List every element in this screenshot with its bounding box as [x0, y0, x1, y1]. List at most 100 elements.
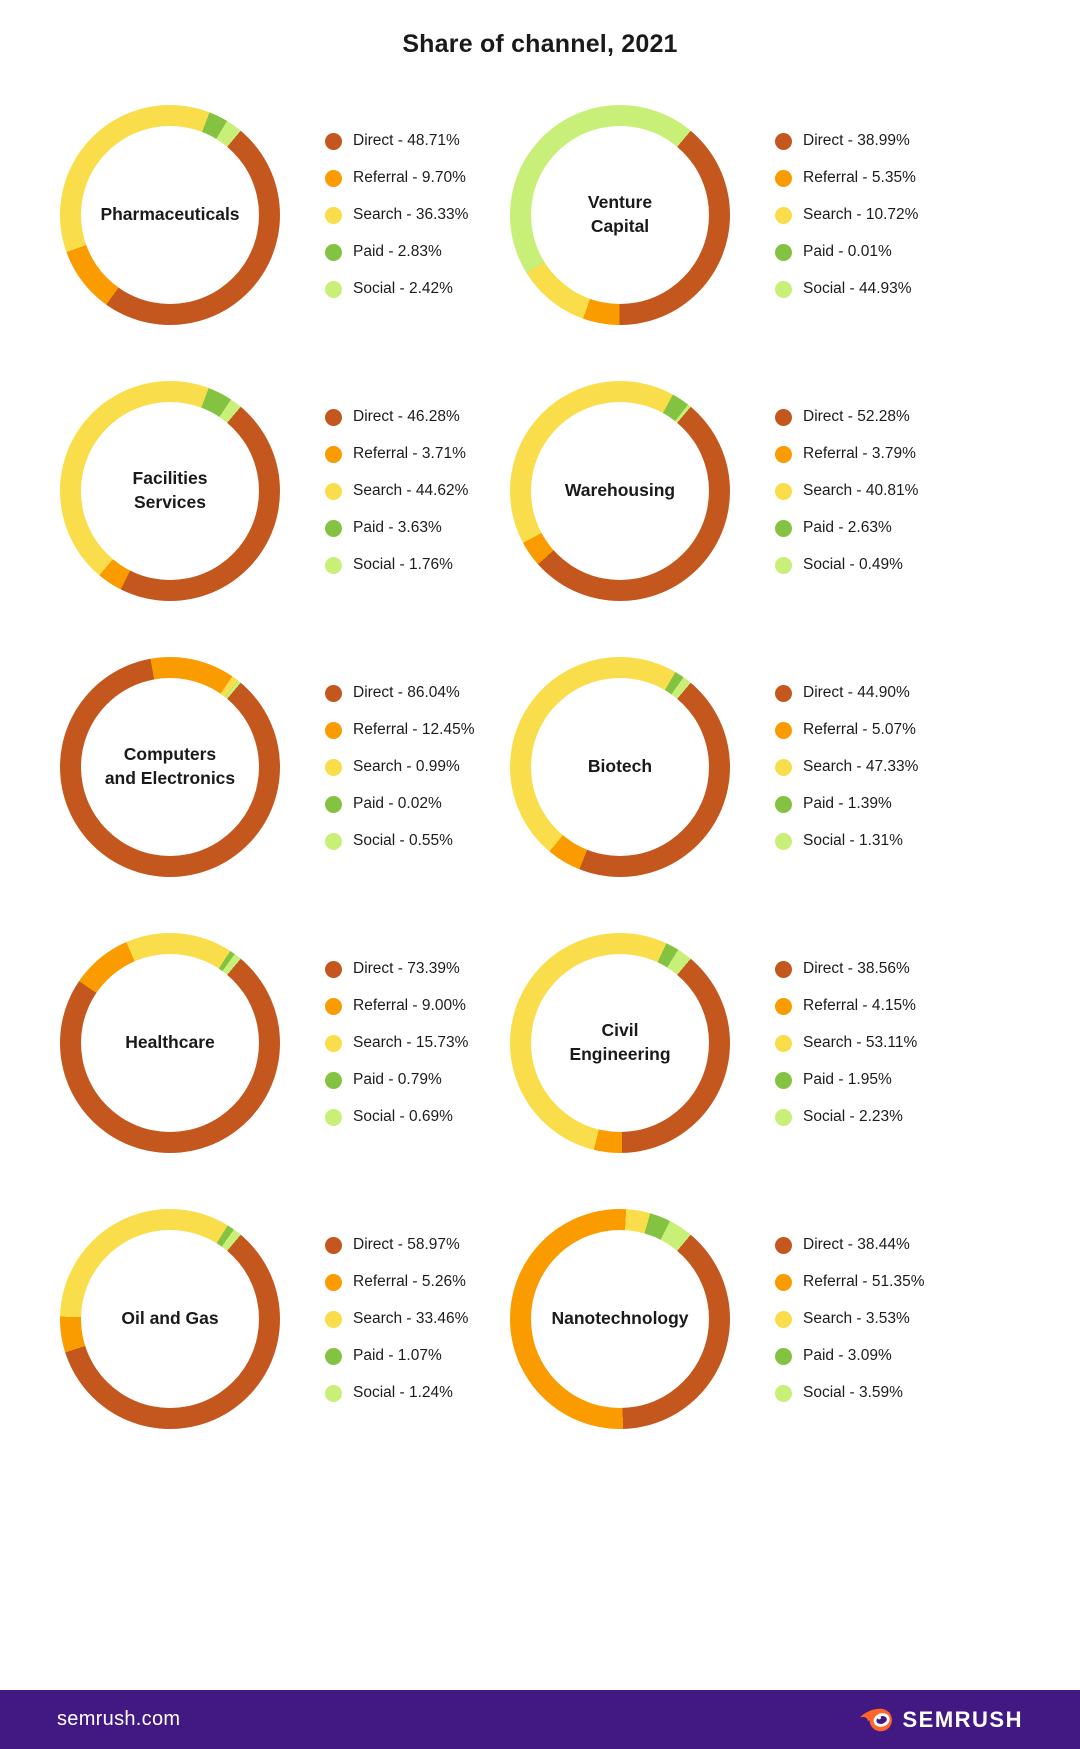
chart-title: Facilities Services [132, 468, 208, 512]
legend-dot-referral [775, 997, 792, 1015]
legend-item: Search - 36.33% [325, 206, 468, 224]
legend-item: Paid - 0.02% [325, 795, 474, 813]
legend-label: Social - 2.42% [353, 280, 453, 297]
legend-item: Direct - 44.90% [775, 684, 918, 702]
legend-label: Paid - 1.39% [803, 795, 892, 812]
legend-item: Paid - 2.83% [325, 243, 468, 261]
legend-dot-paid [775, 243, 792, 261]
legend-item: Social - 44.93% [775, 280, 918, 298]
chart-cell: Warehousing Direct - 52.28% Referral - 3… [510, 381, 960, 601]
legend-label: Direct - 38.99% [803, 132, 910, 149]
brand-name: SEMRUSH [902, 1706, 1023, 1732]
legend-dot-referral [325, 445, 342, 463]
chart-legend: Direct - 58.97% Referral - 5.26% Search … [325, 1217, 468, 1421]
legend-dot-search [775, 482, 792, 500]
semrush-brand: SEMRUSH [859, 1705, 1023, 1735]
legend-dot-referral [775, 721, 792, 739]
donut-hole: Civil Engineering [531, 954, 709, 1132]
legend-label: Social - 0.55% [353, 832, 453, 849]
legend-label: Search - 3.53% [803, 1310, 910, 1327]
legend-label: Social - 0.49% [803, 556, 903, 573]
legend-label: Social - 0.69% [353, 1108, 453, 1125]
legend-label: Paid - 0.79% [353, 1071, 442, 1088]
legend-label: Paid - 2.63% [803, 519, 892, 536]
legend-item: Social - 1.24% [325, 1384, 468, 1402]
footer-site-link[interactable]: semrush.com [57, 1708, 181, 1730]
legend-dot-referral [775, 169, 792, 187]
legend-item: Direct - 73.39% [325, 960, 468, 978]
legend-dot-search [325, 482, 342, 500]
donut-chart-facilities-services: Facilities Services [60, 381, 280, 601]
legend-dot-paid [775, 1347, 792, 1365]
legend-label: Paid - 1.95% [803, 1071, 892, 1088]
legend-label: Paid - 3.09% [803, 1347, 892, 1364]
chart-legend: Direct - 38.56% Referral - 4.15% Search … [775, 941, 917, 1145]
legend-item: Referral - 12.45% [325, 721, 474, 739]
legend-dot-search [775, 1034, 792, 1052]
legend-dot-direct [325, 960, 342, 978]
donut-chart-computers-and-electronics: Computers and Electronics [60, 657, 280, 877]
donut-hole: Nanotechnology [531, 1230, 709, 1408]
legend-item: Social - 0.55% [325, 832, 474, 850]
legend-item: Social - 2.42% [325, 280, 468, 298]
chart-row: Pharmaceuticals Direct - 48.71% Referral… [0, 77, 1080, 353]
legend-item: Paid - 0.01% [775, 243, 918, 261]
legend-label: Search - 53.11% [803, 1034, 918, 1051]
charts-grid: Pharmaceuticals Direct - 48.71% Referral… [0, 77, 1080, 1690]
donut-hole: Computers and Electronics [81, 678, 259, 856]
legend-dot-referral [775, 1273, 792, 1291]
legend-item: Referral - 9.70% [325, 169, 468, 187]
chart-title: Biotech [587, 756, 653, 777]
legend-dot-paid [775, 1071, 792, 1089]
legend-item: Direct - 46.28% [325, 408, 468, 426]
legend-label: Search - 44.62% [353, 482, 469, 499]
donut-chart-biotech: Biotech [510, 657, 730, 877]
legend-label: Referral - 3.71% [353, 445, 466, 462]
legend-item: Search - 10.72% [775, 206, 918, 224]
donut-hole: Healthcare [81, 954, 259, 1132]
legend-label: Search - 47.33% [803, 758, 919, 775]
legend-label: Social - 3.59% [803, 1384, 903, 1401]
page-title: Share of channel, 2021 [402, 30, 678, 58]
legend-dot-search [775, 1310, 792, 1328]
legend-item: Referral - 5.35% [775, 169, 918, 187]
chart-cell: Civil Engineering Direct - 38.56% Referr… [510, 933, 960, 1153]
legend-label: Direct - 86.04% [353, 684, 460, 701]
chart-legend: Direct - 52.28% Referral - 3.79% Search … [775, 389, 918, 593]
legend-dot-direct [325, 132, 342, 150]
legend-item: Search - 40.81% [775, 482, 918, 500]
legend-dot-paid [325, 1071, 342, 1089]
legend-dot-social [775, 832, 792, 850]
legend-item: Paid - 1.07% [325, 1347, 468, 1365]
legend-label: Referral - 51.35% [803, 1273, 925, 1290]
donut-hole: Venture Capital [531, 126, 709, 304]
legend-item: Search - 33.46% [325, 1310, 468, 1328]
legend-item: Referral - 51.35% [775, 1273, 924, 1291]
legend-dot-direct [325, 408, 342, 426]
legend-item: Paid - 0.79% [325, 1071, 468, 1089]
chart-cell: Healthcare Direct - 73.39% Referral - 9.… [60, 933, 510, 1153]
legend-label: Paid - 3.63% [353, 519, 442, 536]
legend-dot-direct [775, 960, 792, 978]
legend-item: Direct - 38.56% [775, 960, 917, 978]
chart-cell: Pharmaceuticals Direct - 48.71% Referral… [60, 105, 510, 325]
legend-label: Direct - 58.97% [353, 1236, 460, 1253]
chart-row: Healthcare Direct - 73.39% Referral - 9.… [0, 905, 1080, 1181]
legend-label: Paid - 1.07% [353, 1347, 442, 1364]
legend-dot-social [325, 1108, 342, 1126]
chart-title: Nanotechnology [551, 1308, 689, 1329]
legend-dot-search [775, 758, 792, 776]
chart-legend: Direct - 38.44% Referral - 51.35% Search… [775, 1217, 924, 1421]
legend-item: Direct - 86.04% [325, 684, 474, 702]
legend-label: Direct - 48.71% [353, 132, 460, 149]
chart-row: Facilities Services Direct - 46.28% Refe… [0, 353, 1080, 629]
legend-dot-paid [325, 1347, 342, 1365]
donut-chart-civil-engineering: Civil Engineering [510, 933, 730, 1153]
legend-item: Search - 0.99% [325, 758, 474, 776]
legend-label: Referral - 9.70% [353, 169, 466, 186]
legend-item: Search - 44.62% [325, 482, 468, 500]
donut-chart-warehousing: Warehousing [510, 381, 730, 601]
legend-dot-search [325, 206, 342, 224]
legend-dot-social [325, 280, 342, 298]
legend-dot-search [325, 1310, 342, 1328]
